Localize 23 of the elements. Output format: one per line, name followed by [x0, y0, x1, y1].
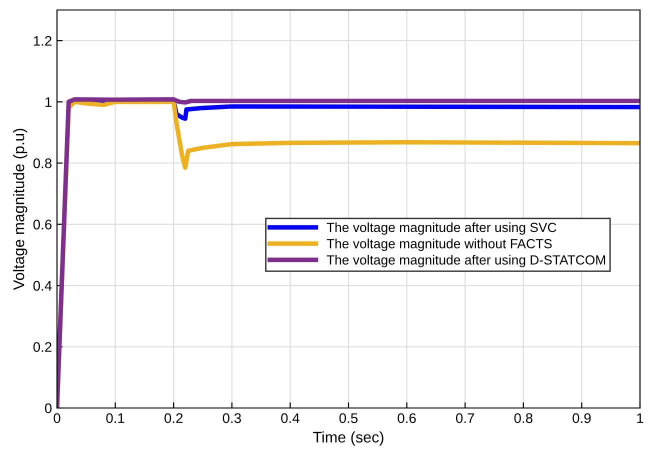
x-axis-title: Time (sec) — [313, 431, 384, 446]
x-tick-label: 0.8 — [514, 413, 532, 424]
x-tick-label: 0 — [54, 413, 60, 424]
x-tick-label: 0.4 — [281, 413, 300, 424]
legend-label: The voltage magnitude without FACTS — [326, 238, 552, 251]
y-tick-label: 1.2 — [34, 36, 52, 46]
x-tick-label: 0.2 — [164, 413, 183, 424]
x-tick-label: 0.7 — [456, 413, 474, 424]
y-tick-label: 0.8 — [33, 158, 52, 168]
x-tick-label: 0.3 — [222, 413, 241, 424]
x-tick-label: 0.6 — [398, 413, 416, 424]
y-tick-label: 0.4 — [33, 280, 52, 291]
x-tick-label: 0.5 — [339, 413, 358, 424]
x-tick-label: 1 — [637, 413, 644, 423]
y-tick-label: 0.2 — [33, 342, 52, 352]
legend-label: The voltage magnitude after using D-STATCOM — [326, 254, 606, 268]
legend-label: The voltage magnitude after using SVC — [326, 222, 556, 235]
x-tick-label: 0.1 — [106, 413, 124, 424]
y-tick-label: 0 — [44, 403, 52, 414]
y-axis-title: Voltage magnitude (p.u) — [13, 128, 28, 290]
x-tick-label: 0.9 — [572, 413, 591, 424]
y-tick-label: 1 — [45, 97, 52, 107]
y-tick-label: 0.6 — [33, 220, 52, 230]
